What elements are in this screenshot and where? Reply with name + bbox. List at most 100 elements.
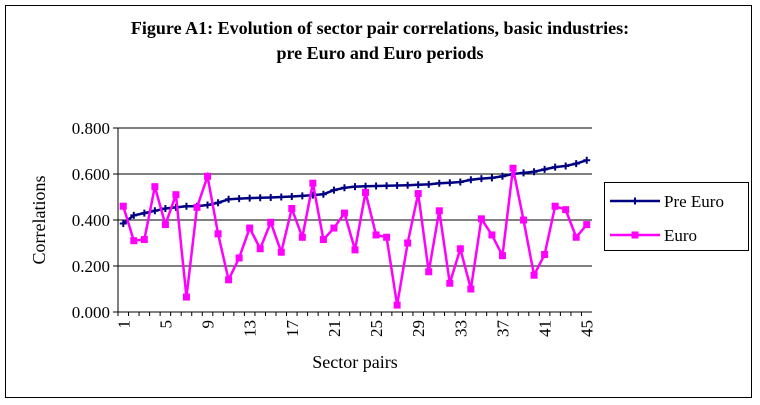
point — [340, 209, 348, 217]
x-tick-label: 29 — [409, 320, 428, 337]
legend-box — [604, 182, 749, 251]
point — [541, 251, 549, 258]
point — [520, 216, 528, 224]
point — [551, 163, 559, 171]
point — [161, 205, 169, 212]
point — [298, 233, 306, 241]
point — [298, 192, 306, 200]
point — [530, 271, 538, 279]
point — [246, 194, 254, 202]
point — [488, 231, 496, 239]
point — [551, 202, 559, 210]
point — [267, 218, 275, 226]
point — [488, 174, 496, 182]
point — [414, 181, 422, 189]
point — [446, 179, 454, 187]
point — [182, 293, 190, 301]
x-tick-label: 17 — [283, 320, 302, 338]
point — [277, 193, 285, 201]
point — [267, 193, 275, 201]
chart-title: Figure A1: Evolution of sector pair corr… — [131, 18, 629, 38]
point — [161, 221, 169, 229]
point — [467, 285, 475, 293]
point — [362, 188, 370, 196]
x-tick-label: 37 — [493, 320, 512, 338]
point — [372, 231, 380, 239]
point — [235, 254, 243, 262]
point — [172, 191, 180, 199]
x-tick-label: 25 — [367, 320, 386, 337]
point — [498, 172, 506, 180]
point — [572, 233, 580, 241]
point — [246, 224, 254, 232]
point — [583, 156, 591, 164]
point — [562, 206, 570, 214]
point — [372, 182, 380, 190]
legend-label: Euro — [664, 226, 697, 245]
point — [404, 239, 412, 247]
point — [425, 268, 433, 276]
point — [393, 182, 401, 189]
point — [446, 279, 454, 287]
x-tick-label: 1 — [114, 320, 133, 329]
point — [256, 194, 264, 202]
point — [330, 224, 338, 232]
x-tick-label: 21 — [325, 320, 344, 337]
y-axis-title: Correlations — [29, 176, 49, 265]
point — [256, 245, 264, 253]
point — [404, 181, 412, 189]
point — [393, 301, 401, 309]
point — [383, 182, 391, 190]
legend-marker — [631, 197, 639, 205]
point — [435, 179, 443, 187]
point — [288, 193, 296, 201]
point — [530, 168, 538, 176]
x-axis-title: Sector pairs — [312, 352, 397, 372]
point — [383, 233, 391, 241]
point — [225, 195, 233, 203]
point — [477, 175, 485, 183]
point — [509, 164, 517, 172]
point — [425, 180, 433, 188]
point — [214, 199, 222, 207]
legend-label: Pre Euro — [664, 192, 724, 211]
point — [340, 184, 348, 192]
point — [541, 165, 549, 173]
point — [467, 176, 475, 184]
point — [130, 211, 138, 219]
point — [435, 207, 443, 215]
point — [151, 183, 159, 191]
point — [119, 202, 127, 210]
point — [572, 160, 580, 168]
point — [583, 221, 591, 229]
point — [119, 219, 127, 227]
y-tick-label: 0.200 — [72, 257, 110, 276]
point — [151, 207, 159, 215]
point — [130, 237, 138, 245]
chart-subtitle: pre Euro and Euro periods — [276, 43, 483, 63]
y-tick-label: 0.800 — [72, 119, 110, 138]
point — [362, 182, 370, 190]
point — [351, 183, 359, 191]
point — [562, 162, 570, 170]
x-tick-label: 9 — [199, 320, 218, 329]
x-tick-label: 33 — [451, 320, 470, 337]
y-tick-label: 0.400 — [72, 211, 110, 230]
point — [330, 186, 338, 194]
point — [182, 202, 190, 210]
x-tick-label: 41 — [536, 320, 555, 337]
point — [520, 169, 528, 177]
point — [456, 178, 464, 186]
point — [193, 203, 201, 211]
point — [288, 205, 296, 212]
point — [204, 172, 212, 180]
y-tick-label: 0.000 — [72, 303, 110, 322]
point — [140, 209, 148, 217]
point — [235, 195, 243, 203]
y-tick-label: 0.600 — [72, 165, 110, 184]
x-tick-label: 13 — [241, 320, 260, 337]
point — [477, 215, 485, 223]
point — [351, 246, 359, 254]
point — [277, 248, 285, 256]
